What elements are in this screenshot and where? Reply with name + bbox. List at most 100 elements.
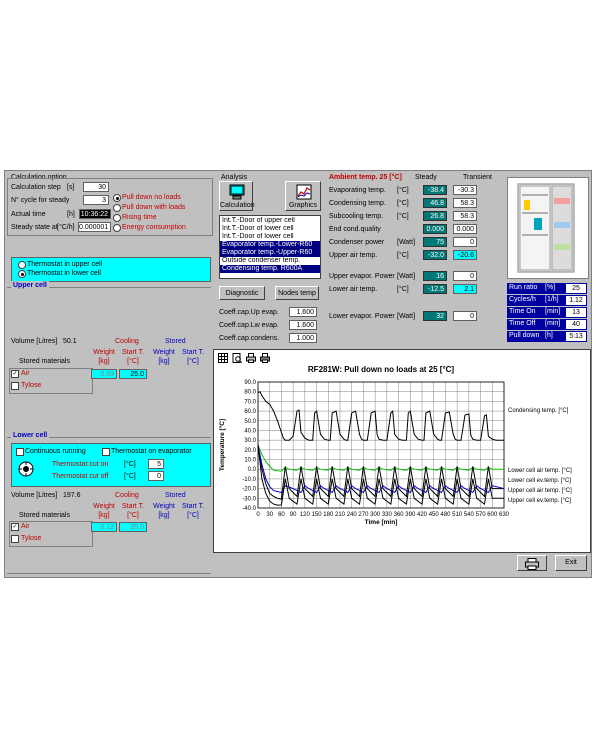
coeff-lw-evap-field[interactable]: 1.600 <box>289 320 317 330</box>
mode-label-pull-down-with-loads: Pull down with loads <box>122 204 186 211</box>
chart-series-line <box>257 391 504 441</box>
upper-stored-materials-label: Stored materials <box>19 358 70 365</box>
list-item[interactable]: Outside condenser temp. <box>222 257 301 264</box>
cycle-unit: [1/h] <box>543 295 565 306</box>
calc-option-title: Calculation option <box>11 174 67 181</box>
chart-title: RF281W: Pull down no loads at 25 [°C] <box>308 365 455 374</box>
cut-on-field[interactable]: 5 <box>148 459 164 469</box>
exit-button[interactable]: Exit <box>555 555 587 571</box>
upper-air-weight-field[interactable]: 0.03 <box>91 369 117 379</box>
application-window: Calculation option Calculation step [s] … <box>4 170 592 578</box>
chart-xtick-label: 120 <box>300 512 311 518</box>
thermostat-evaporator-label: Thermostat on evaporator <box>111 448 192 455</box>
result-unit: [Watt] <box>397 313 416 320</box>
print-setup-icon[interactable] <box>260 353 270 365</box>
calculation-button[interactable]: Calculation <box>219 181 255 211</box>
result-transient-value: 0.000 <box>453 224 477 234</box>
calc-step-field[interactable]: 30 <box>83 182 109 192</box>
thermostat-upper-label: Thermostat in upper cell <box>27 261 103 268</box>
thermostat-lower-radio[interactable] <box>18 270 26 278</box>
table-icon[interactable] <box>218 353 228 365</box>
upper-air-start-field[interactable]: 25.0 <box>119 369 147 379</box>
cut-off-label: Thermostat cut off <box>52 473 109 480</box>
chart-xtick-label: 480 <box>440 512 451 518</box>
thermostat-upper-radio[interactable] <box>18 261 26 269</box>
result-transient-value: 0 <box>453 237 477 247</box>
coeff-lw-evap-label: Coeff.cap.Lw evap. <box>219 322 279 329</box>
mode-label-rising-time: Rising time <box>122 214 157 221</box>
chart-panel: RF281W: Pull down no loads at 25 [°C] 90.… <box>213 349 591 553</box>
cut-on-unit: [°C] <box>124 461 136 468</box>
mode-radio-rising-time[interactable] <box>113 214 121 222</box>
chart-ytick-label: 30.0 <box>244 438 256 444</box>
result-transient-value: 58.3 <box>453 198 477 208</box>
list-item[interactable]: Int.T.-Door of upper cell <box>222 217 295 224</box>
lower-stored-weight-header: Weight [kg] <box>153 503 175 519</box>
cut-off-field[interactable]: 0 <box>148 471 164 481</box>
chart-ytick-label: 90.0 <box>244 380 256 386</box>
cycle-value: 25 <box>565 283 587 294</box>
continuous-running-checkbox[interactable] <box>16 448 24 456</box>
continuous-running-label: Continuous running <box>25 448 86 455</box>
nodes-temp-button[interactable]: Nodes temp <box>275 286 319 300</box>
upper-air-checkbox[interactable]: ✓ <box>11 370 19 378</box>
ncycle-field[interactable]: 3 <box>83 195 109 205</box>
graphics-button[interactable]: Graphics <box>285 181 321 211</box>
chart-xtick-label: 360 <box>394 512 405 518</box>
chart-xtick-label: 180 <box>323 512 334 518</box>
diagnostic-button[interactable]: Diagnostic <box>219 286 265 300</box>
lower-cell-title: Lower cell <box>11 431 50 440</box>
list-item-selected[interactable]: Evaporator temp.-Lower-R60 <box>220 241 320 249</box>
coeff-up-evap-field[interactable]: 1.600 <box>289 307 317 317</box>
calc-step-label: Calculation step <box>11 184 61 191</box>
list-item[interactable]: Int.T.-Door of lower cell <box>222 225 294 232</box>
list-item-selected[interactable]: Condensing temp. R600A <box>220 265 320 273</box>
result-steady-value: 46.8 <box>423 198 447 208</box>
mode-radio-pull-down-no-loads[interactable] <box>113 194 121 202</box>
chart-xtick-label: 300 <box>370 512 381 518</box>
lower-air-checkbox[interactable]: ✓ <box>11 523 19 531</box>
mode-label-pull-down-no-loads: Pull down no loads <box>122 194 181 201</box>
lower-air-start-field[interactable]: 25.0 <box>119 522 147 532</box>
lower-volume-value: 197.6 <box>63 492 81 499</box>
analysis-listbox[interactable]: Int.T.-Door of upper cell Int.T.-Door of… <box>219 215 321 279</box>
upper-air-label: Air <box>21 370 30 377</box>
thermostat-evaporator-checkbox[interactable] <box>102 448 110 456</box>
list-item[interactable]: Int.T.-Door of lower cell <box>222 233 294 240</box>
refrigerator-image <box>507 177 589 279</box>
upper-volume-label: Volume [Litres] <box>11 338 58 345</box>
steady-state-field[interactable]: 0.000001 <box>78 222 111 232</box>
cut-on-label: Thermostat cut on <box>52 461 109 468</box>
cycle-unit: [%] <box>543 283 565 294</box>
result-unit: [°C] <box>397 286 409 293</box>
preview-icon[interactable] <box>232 353 242 365</box>
coeff-condens-label: Coeff.cap.condens. <box>219 335 280 342</box>
chart-xtick-label: 510 <box>452 512 463 518</box>
result-steady-value: -32.0 <box>423 250 447 260</box>
graph-icon <box>296 184 312 203</box>
print-button[interactable] <box>517 555 547 571</box>
chart-series-line <box>257 444 504 472</box>
chart-ytick-label: 80.0 <box>244 390 256 396</box>
chart-xtick-label: 270 <box>358 512 369 518</box>
lower-tylose-checkbox[interactable] <box>11 535 19 543</box>
chart-toolbar <box>216 352 296 364</box>
lower-air-weight-field[interactable]: 0.12 <box>91 522 117 532</box>
print-icon[interactable] <box>246 353 256 365</box>
upper-tylose-checkbox[interactable] <box>11 382 19 390</box>
list-item-selected[interactable]: Evaporator temp.-Upper-R60 <box>220 249 320 257</box>
cut-off-unit: [°C] <box>124 473 136 480</box>
coeff-condens-field[interactable]: 1.000 <box>289 333 317 343</box>
lower-cooling-start-header: Start T. [°C] <box>121 503 145 519</box>
lower-thermostat-panel: Continuous running Thermostat on evapora… <box>11 443 211 487</box>
computer-icon <box>229 184 245 203</box>
chart-xtick-label: 540 <box>464 512 475 518</box>
mode-radio-energy-consumption[interactable] <box>113 224 121 232</box>
chart-ytick-label: 70.0 <box>244 399 256 405</box>
lower-stored-header: Stored <box>165 492 186 499</box>
cycle-value: 1.12 <box>565 295 587 306</box>
chart-series-line <box>257 444 505 494</box>
mode-radio-pull-down-with-loads[interactable] <box>113 204 121 212</box>
cycle-value: 13 <box>565 307 587 318</box>
result-unit: [°C] <box>397 187 409 194</box>
